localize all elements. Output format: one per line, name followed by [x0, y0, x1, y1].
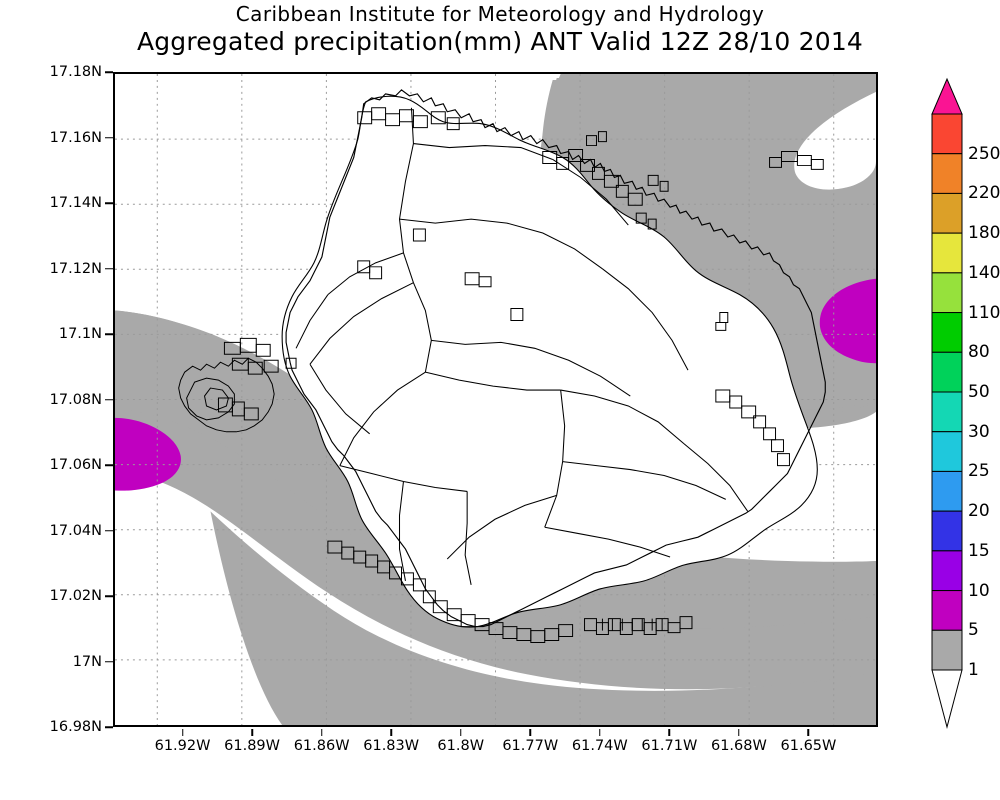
- y-axis-tick-label: 17.12N: [49, 260, 102, 277]
- colorbar-tick-label: 220: [968, 183, 1000, 204]
- colorbar-band: [931, 470, 963, 512]
- colorbar-band: [931, 510, 963, 552]
- y-axis: 17.18N 17.16N 17.14N 17.12N 17.1N 17.08N 17.06…: [0, 64, 113, 735]
- x-axis-tick-label: 61.92W: [154, 738, 211, 754]
- x-axis-tick-mark: [320, 729, 323, 736]
- colorbar-band: [931, 272, 963, 314]
- y-axis-tick-mark: [105, 464, 113, 466]
- y-axis-tick-mark: [105, 726, 113, 728]
- page-title: Aggregated precipitation(mm) ANT Valid 1…: [136, 27, 864, 56]
- y-axis-tick-mark: [105, 202, 113, 204]
- map-plot-area[interactable]: [113, 72, 878, 727]
- x-axis-tick-label: 61.71W: [641, 738, 698, 754]
- x-axis-tick-mark: [738, 729, 740, 736]
- colorbar-band: [931, 629, 963, 671]
- colorbar-band: [931, 153, 963, 194]
- colorbar-band: [931, 550, 963, 592]
- colorbar-band: [931, 391, 963, 433]
- institute-title: Caribbean Institute for Meteorology and …: [235, 2, 765, 26]
- x-axis-tick-mark: [390, 729, 392, 736]
- x-axis-tick-label: 61.89W: [224, 738, 281, 754]
- colorbar-tick-label: 80: [968, 342, 990, 363]
- x-axis-tick-label: 61.86W: [293, 738, 350, 754]
- y-axis-tick-mark: [105, 595, 113, 597]
- colorbar-tick-label: 1: [968, 660, 979, 680]
- x-axis-tick-mark: [668, 729, 671, 736]
- y-axis-tick-label: 17.08N: [49, 391, 102, 408]
- x-axis-tick-mark: [459, 729, 462, 736]
- x-axis-tick-label: 61.83W: [363, 738, 420, 754]
- y-axis-tick-mark: [105, 136, 113, 139]
- colorbar-tick-label: 110: [968, 302, 1000, 323]
- y-axis-tick-label: 17.1N: [58, 326, 102, 342]
- colorbar-swatches: [931, 77, 963, 729]
- y-axis-tick-label: 17.02N: [49, 588, 102, 604]
- precipitation-map: [115, 74, 876, 725]
- colorbar-tick-label: 5: [968, 620, 979, 641]
- y-axis-tick-label: 17.04N: [49, 522, 102, 539]
- colorbar-tick-label: 15: [968, 540, 990, 561]
- colorbar-band: [931, 590, 963, 631]
- y-axis-tick-mark: [105, 71, 113, 73]
- y-axis-tick-label: 17.06N: [49, 457, 102, 473]
- y-axis-tick-label: 17.14N: [49, 195, 102, 211]
- colorbar-tick-label: 180: [968, 223, 1000, 244]
- colorbar-tick-label: 20: [968, 501, 990, 522]
- y-axis-tick-mark: [105, 529, 113, 532]
- y-axis-tick-label: 17.16N: [49, 129, 102, 146]
- x-axis-tick-label: 61.77W: [502, 738, 559, 754]
- colorbar-tick-label: 10: [968, 580, 990, 601]
- colorbar-tick-label: 250: [968, 143, 1000, 164]
- y-axis-tick-mark: [105, 660, 113, 663]
- x-axis-tick-mark: [599, 729, 601, 736]
- x-axis-tick-label: 61.74W: [571, 738, 628, 754]
- x-axis-tick-mark: [807, 729, 810, 736]
- colorbar-tick-label: 50: [968, 382, 990, 402]
- x-axis-tick-label: 61.65W: [780, 738, 837, 754]
- colorbar-bottom-arrow: [931, 669, 963, 729]
- y-axis-tick-label: 17.18N: [49, 64, 102, 80]
- colorbar-band: [931, 232, 963, 274]
- y-axis-tick-label: 16.98N: [49, 719, 102, 735]
- colorbar[interactable]: 250 220 180 140 110 80 50 30 25 20 15 10 5 1: [930, 77, 1000, 729]
- colorbar-tick-label: 140: [968, 262, 1000, 283]
- x-axis-tick-label: 61.8W: [437, 738, 485, 754]
- colorbar-tick-label: 25: [968, 461, 990, 482]
- colorbar-band: [931, 351, 963, 393]
- colorbar-band: [931, 192, 963, 234]
- coastline-and-parish-boundaries: [178, 89, 826, 644]
- x-axis-tick-mark: [529, 729, 532, 736]
- x-axis-tick-mark: [181, 729, 184, 736]
- colorbar-band: [931, 431, 963, 472]
- x-axis: 61.92W 61.89W 61.86W 61.83W 61.8W 61.77W 61.74…: [113, 729, 878, 759]
- chart-title-block: Caribbean Institute for Meteorology and …: [0, 2, 1000, 57]
- y-axis-tick-label: 17N: [72, 653, 102, 670]
- precip-region-5mm: [115, 278, 876, 491]
- x-axis-tick-mark: [251, 729, 253, 736]
- colorbar-tick-label: 30: [968, 421, 990, 442]
- y-axis-tick-mark: [105, 267, 113, 270]
- y-axis-tick-mark: [105, 398, 113, 401]
- colorbar-band: [931, 113, 963, 155]
- y-axis-tick-mark: [105, 333, 113, 335]
- colorbar-top-arrow: [931, 77, 963, 115]
- x-axis-tick-label: 61.68W: [710, 738, 767, 754]
- colorbar-band: [931, 312, 963, 353]
